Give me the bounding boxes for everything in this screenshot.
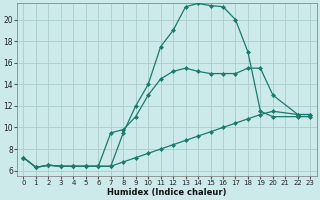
X-axis label: Humidex (Indice chaleur): Humidex (Indice chaleur) [107, 188, 227, 197]
